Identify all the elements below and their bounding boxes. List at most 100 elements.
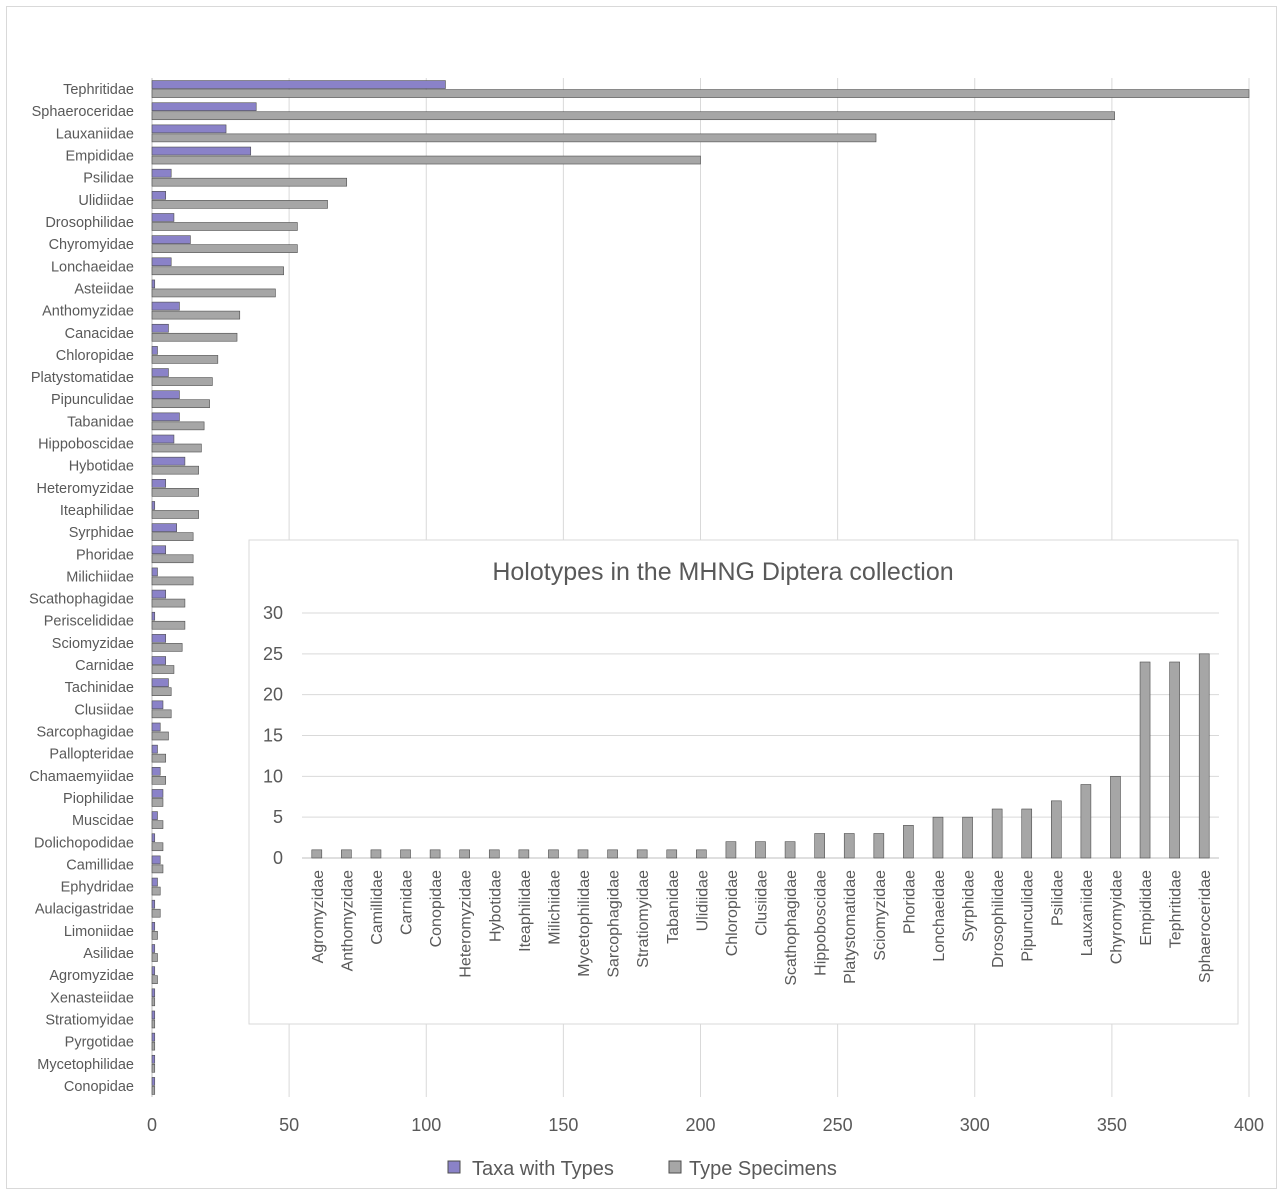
main-category-label: Stratiomyidae [45, 1012, 134, 1028]
main-category-label: Carnidae [75, 658, 134, 674]
main-category-label: Ulidiidae [78, 193, 134, 209]
bar-type-specimens [151, 731, 169, 741]
bar-taxa-with-types [151, 301, 180, 311]
bar-type-specimens [151, 643, 183, 652]
bar-type-specimens [151, 266, 284, 276]
inset-category-label: Milichiidae [546, 870, 563, 945]
bar-taxa-with-types [151, 611, 156, 621]
bar-taxa-with-types [151, 1054, 156, 1064]
main-category-label: Piophilidae [63, 791, 134, 807]
inset-category-label: Clusiidae [754, 870, 771, 936]
main-category-label: Phoridae [76, 547, 134, 563]
inset-category-label: Camillidae [369, 870, 386, 945]
bar-taxa-with-types [151, 656, 167, 665]
bar-type-specimens [151, 310, 241, 320]
bar-type-specimens [151, 687, 172, 696]
main-category-label: Tachinidae [65, 680, 134, 696]
main-category-label: Drosophilidae [45, 215, 134, 231]
bar-taxa-with-types [151, 944, 156, 953]
bar-taxa-with-types [151, 146, 252, 156]
main-x-tick-label: 100 [411, 1115, 441, 1135]
inset-bar [843, 833, 855, 859]
inset-bar [518, 849, 530, 859]
inset-y-tick-label: 0 [273, 848, 283, 868]
inset-bar [548, 849, 559, 859]
main-category-label: Iteaphilidae [60, 503, 134, 519]
main-category-label: Aulacigastridae [35, 902, 134, 918]
bar-taxa-with-types [151, 766, 161, 776]
bar-type-specimens [151, 997, 156, 1007]
inset-category-label: Iteaphilidae [517, 870, 534, 952]
inset-bars [311, 653, 1210, 859]
bar-type-specimens [151, 598, 186, 608]
inset-category-labels: Agromyzidae Anthomyzidae Camillidae Carnida… [310, 870, 1214, 986]
main-category-label: Heteromyzidae [36, 481, 134, 497]
bar-taxa-with-types [151, 124, 227, 134]
bar-type-specimens [151, 886, 161, 896]
main-category-label: Hybotidae [69, 459, 134, 475]
inset-category-label: Hybotidae [487, 870, 504, 942]
bar-taxa-with-types [151, 102, 257, 112]
bar-taxa-with-types [151, 1010, 156, 1020]
main-category-label: Xenasteiidae [50, 990, 134, 1006]
main-category-label: Pyrgotidae [65, 1035, 134, 1051]
inset-category-label: Sphaeroceridae [1197, 870, 1214, 983]
inset-bar [429, 849, 441, 859]
main-category-label: Chyromyidae [49, 237, 134, 253]
bar-taxa-with-types [151, 722, 161, 732]
inset-category-label: Scathophagidae [783, 870, 800, 986]
bar-taxa-with-types [151, 168, 172, 178]
bar-taxa-with-types [151, 877, 158, 887]
legend-swatch-specimens [668, 1160, 682, 1174]
main-category-label: Hippoboscidae [38, 437, 134, 453]
bar-type-specimens [151, 177, 348, 187]
inset-bar [962, 816, 973, 859]
inset-chart: Holotypes in the MHNG Diptera collection… [248, 539, 1239, 1025]
inset-y-tick-label: 20 [263, 685, 283, 705]
inset-category-label: Psilidae [1049, 870, 1066, 926]
inset-bar [1169, 661, 1180, 859]
bar-type-specimens [151, 155, 701, 165]
inset-category-label: Pipunculidae [1020, 870, 1037, 962]
bar-type-specimens [151, 1063, 156, 1073]
inset-bar [370, 849, 382, 859]
bar-taxa-with-types [151, 191, 167, 200]
inset-y-tick-label: 15 [263, 726, 283, 746]
inset-bar [991, 808, 1003, 859]
main-category-label: Chloropidae [56, 348, 134, 364]
bar-type-specimens [151, 377, 213, 386]
inset-category-label: Hippoboscidae [813, 870, 830, 976]
bar-taxa-with-types [151, 501, 156, 510]
main-category-label: Conopidae [64, 1079, 134, 1095]
inset-category-label: Ulidiidae [694, 870, 711, 931]
inset-category-label: Mycetophilidae [576, 870, 593, 977]
legend: Taxa with Types Type Specimens [447, 1158, 837, 1180]
inset-panel [248, 539, 1239, 1025]
inset-bar [784, 841, 796, 859]
bar-type-specimens [151, 665, 175, 674]
main-category-label: Periscelididae [44, 614, 134, 630]
bar-type-specimens [151, 975, 158, 984]
bar-taxa-with-types [151, 899, 156, 909]
inset-bar [1080, 784, 1092, 859]
main-category-label: Muscidae [72, 813, 134, 829]
inset-category-label: Tephritidae [1168, 870, 1185, 948]
legend-label-taxa: Taxa with Types [472, 1158, 614, 1180]
bar-type-specimens [151, 1086, 156, 1095]
inset-bar [873, 833, 885, 859]
main-category-label: Clusiidae [74, 702, 134, 718]
inset-category-label: Drosophilidae [990, 870, 1007, 968]
bar-taxa-with-types [151, 346, 158, 355]
main-category-label: Psilidae [83, 171, 134, 187]
main-x-tick-label: 0 [147, 1115, 157, 1135]
inset-bar [725, 841, 737, 859]
bar-type-specimens [151, 753, 167, 763]
main-x-tick-labels: 0 50 100 150 200 250 300 350 400 [147, 1115, 1264, 1135]
inset-category-label: Platystomatidae [842, 870, 859, 984]
main-category-label: Lauxaniidae [56, 126, 134, 142]
inset-gridlines [302, 612, 1219, 859]
main-category-label: Pallopteridae [49, 747, 134, 763]
main-category-label: Sphaeroceridae [32, 104, 134, 120]
main-x-tick-label: 200 [685, 1115, 715, 1135]
